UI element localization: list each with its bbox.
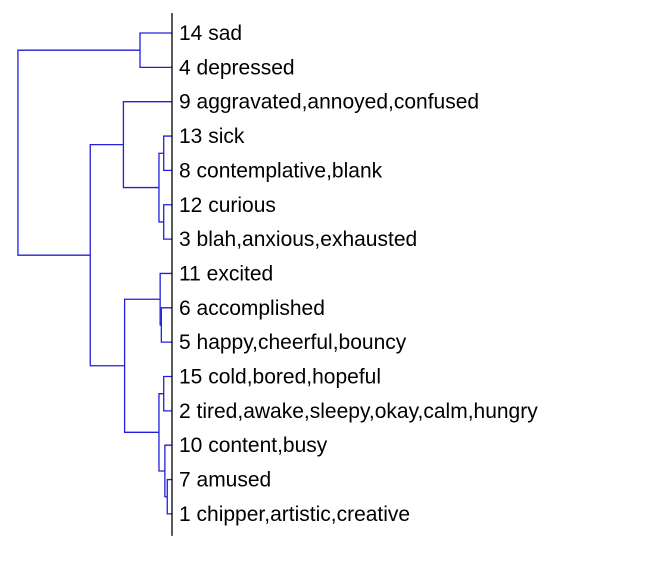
dendrogram-link (164, 444, 172, 498)
leaf-label: 15 cold,bored,hopeful (179, 366, 381, 389)
dendrogram-link (166, 478, 172, 515)
dendrogram-link (123, 298, 161, 433)
leaf-label: 12 curious (179, 194, 276, 217)
leaf-label: 9 aggravated,annoyed,confused (179, 91, 479, 114)
dendrogram-link (163, 375, 172, 412)
dendrogram-branches (17, 32, 172, 515)
leaf-label: 5 happy,cheerful,bouncy (179, 331, 407, 354)
leaf-label: 13 sick (179, 125, 245, 148)
leaf-label: 4 depressed (179, 56, 295, 79)
leaf-label: 10 content,busy (179, 434, 328, 457)
dendrogram-link (163, 135, 172, 172)
dendrogram-link (17, 49, 141, 256)
leaf-label: 1 chipper,artistic,creative (179, 503, 410, 526)
dendrogram-link (160, 307, 172, 343)
leaf-label: 2 tired,awake,sleepy,okay,calm,hungry (179, 400, 538, 423)
dendrogram-link (158, 152, 164, 223)
leaf-label: 8 contemplative,blank (179, 159, 383, 182)
dendrogram-link (122, 101, 172, 189)
leaf-label: 3 blah,anxious,exhausted (179, 228, 417, 251)
dendrogram-link (139, 32, 172, 68)
leaf-label: 7 amused (179, 469, 271, 492)
dendrogram-link (163, 204, 172, 240)
dendrogram-leaves: 14 sad 4 depressed 9 aggravated,annoyed,co… (179, 22, 538, 526)
leaf-label: 14 sad (179, 22, 242, 45)
leaf-label: 6 accomplished (179, 297, 325, 320)
leaf-label: 11 excited (179, 262, 273, 285)
dendrogram-link (89, 143, 125, 367)
